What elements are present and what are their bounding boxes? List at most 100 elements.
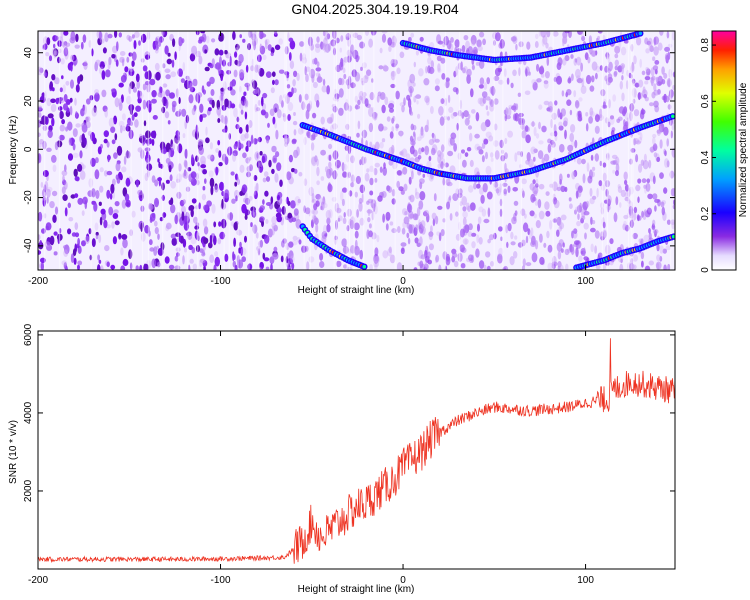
heatmap-stripe [90,31,92,270]
heatmap-speckle [107,33,113,39]
heatmap-speckle [352,32,359,38]
heatmap-speckle [648,232,652,240]
heatmap-speckle [221,59,226,67]
heatmap-speckle [235,195,238,202]
heatmap-speckle [205,137,210,144]
heatmap-speckle [61,260,68,266]
heatmap-speckle [552,193,556,199]
heatmap-speckle [183,171,189,179]
heatmap-speckle [246,140,252,148]
heatmap-speckle [359,249,364,260]
heatmap-speckle [670,188,675,197]
heatmap-speckle [337,215,343,222]
heatmap-speckle [644,80,649,85]
heatmap-speckle [413,61,416,68]
heatmap-speckle [182,255,185,265]
heatmap-speckle [558,264,564,270]
heatmap-speckle [211,99,215,109]
heatmap-speckle [485,131,492,138]
heatmap-speckle [265,176,271,182]
heatmap-speckle [73,257,77,265]
heatmap-speckle [332,96,338,102]
snr-y-tick-label: 2000 [23,479,34,502]
heatmap-speckle [77,197,84,205]
heatmap-speckle [278,69,285,74]
heatmap-speckle [566,173,570,178]
heatmap-speckle [440,144,445,153]
heatmap-speckle [248,31,252,38]
heatmap-speckle [118,82,124,88]
heatmap-speckle [591,137,595,145]
heatmap-speckle [359,95,363,101]
heatmap-speckle [415,94,422,99]
heatmap-speckle [528,229,532,240]
heatmap-speckle [168,164,172,173]
heatmap-speckle [201,33,207,43]
heatmap-stripe [601,31,603,270]
heatmap-speckle [81,122,88,129]
heatmap-speckle [209,76,215,85]
heatmap-speckle [188,94,194,104]
heatmap-speckle [497,253,503,264]
heatmap-speckle [503,68,507,77]
heatmap-speckle [199,103,204,114]
heatmap-speckle [628,186,634,195]
heatmap-speckle [388,159,394,166]
heatmap-speckle [401,105,405,113]
heatmap-speckle [450,113,455,119]
heatmap-speckle [528,158,534,168]
heatmap-speckle [636,214,640,222]
heatmap-speckle [575,100,580,109]
heatmap-speckle [323,203,328,209]
heatmap-speckle [220,114,225,123]
heatmap-speckle [620,63,626,69]
heatmap-speckle [568,76,571,83]
heatmap-speckle [468,223,473,231]
heatmap-speckle [39,120,46,125]
heatmap-speckle [518,41,524,48]
heatmap-speckle [232,251,235,262]
heatmap-speckle [104,32,109,43]
heatmap-speckle [545,210,551,217]
heatmap-speckle [210,154,215,162]
heatmap-speckle [121,199,127,209]
heatmap-speckle [541,157,545,165]
heatmap-speckle [489,103,495,112]
heatmap-speckle [304,93,309,101]
heatmap-speckle [627,262,631,270]
heatmap-speckle [592,166,596,171]
heatmap-speckle [128,67,134,72]
heatmap-speckle [387,248,392,257]
heatmap-speckle [418,223,424,234]
heatmap-speckle [281,206,286,215]
heatmap-speckle [251,210,254,217]
heatmap-speckle [167,120,171,125]
heatmap-speckle [91,188,96,198]
heatmap-speckle [403,97,406,106]
heatmap-speckle [304,66,307,76]
heatmap-speckle [659,125,662,135]
heatmap-speckle [269,108,275,117]
heatmap-speckle [129,262,133,270]
heatmap-speckle [274,122,277,129]
heatmap-speckle [94,222,99,231]
heatmap-speckle [545,42,549,49]
heatmap-speckle [98,201,102,206]
heatmap-speckle [283,114,287,122]
heatmap-speckle [265,39,268,50]
snr-x-axis-label: Height of straight line (km) [298,584,415,595]
heatmap-speckle [602,172,607,182]
heatmap-speckle [168,149,171,158]
heatmap-speckle [158,37,162,47]
heatmap-speckle [419,131,425,139]
heatmap-speckle [220,92,224,101]
heatmap-speckle [424,145,430,156]
heatmap-speckle [85,116,89,122]
heatmap-speckle [539,256,545,265]
heatmap-speckle [653,152,658,158]
heatmap-speckle [143,263,149,270]
heatmap-speckle [576,56,582,66]
heatmap-speckle [370,31,375,36]
heatmap-speckle [203,204,209,211]
heatmap-speckle [476,39,482,48]
